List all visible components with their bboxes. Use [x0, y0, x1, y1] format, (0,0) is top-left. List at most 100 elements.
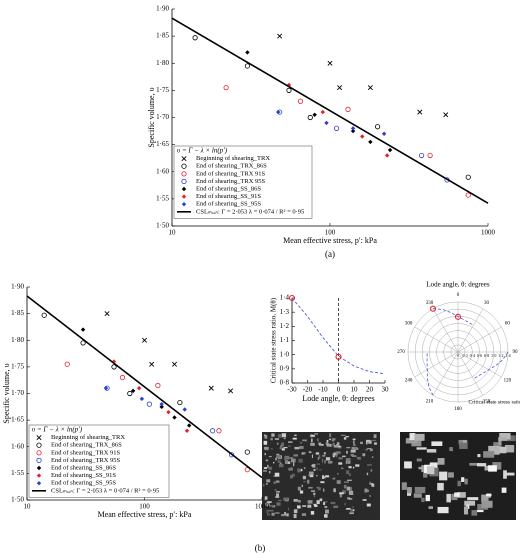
- grain: [268, 470, 271, 474]
- marker: [127, 390, 133, 397]
- grain: [274, 472, 280, 477]
- x-tick-label: 1000: [255, 503, 270, 511]
- grain: [504, 472, 515, 476]
- marker: [345, 106, 351, 112]
- y-tick-label: 1·80: [156, 59, 169, 67]
- marker: [171, 361, 178, 367]
- y-tick-label: 1·55: [156, 194, 169, 202]
- spoke: [457, 326, 502, 353]
- legend-label: End of shearing_TRX 95S: [196, 178, 266, 185]
- grain: [371, 439, 377, 442]
- y-axis-label: Specific volume, υ: [2, 363, 11, 423]
- grain: [308, 486, 313, 489]
- grain: [461, 477, 465, 482]
- grain: [311, 490, 316, 492]
- angle-label: 210: [426, 400, 434, 405]
- grain: [274, 438, 280, 440]
- y-tick-label: 1·50: [156, 222, 169, 230]
- grain: [291, 473, 295, 477]
- grain: [407, 487, 412, 494]
- marker: [155, 382, 161, 389]
- grain: [416, 447, 427, 450]
- grain: [368, 440, 372, 444]
- legend-label: Beginning of shearing_TRX: [51, 434, 125, 441]
- grain: [351, 455, 357, 457]
- grain: [299, 468, 303, 472]
- marker: [244, 63, 250, 69]
- marker: [36, 465, 42, 471]
- grain: [302, 439, 307, 442]
- y-tick-label: 0·9: [280, 364, 290, 372]
- grain: [488, 465, 497, 472]
- x-tick-label: 30: [382, 386, 390, 394]
- grain: [348, 487, 352, 490]
- polar-curve: [432, 308, 474, 326]
- grain: [365, 439, 371, 442]
- grain: [367, 464, 372, 466]
- grain: [451, 493, 458, 501]
- grain: [316, 474, 318, 477]
- csl-line: [171, 17, 489, 204]
- grain: [371, 483, 375, 487]
- grain: [275, 512, 280, 514]
- grain: [467, 497, 479, 501]
- grain: [352, 438, 356, 441]
- grain: [437, 482, 444, 491]
- marker: [333, 125, 340, 131]
- grain: [288, 457, 293, 459]
- x-tick-label: 20: [366, 386, 374, 394]
- panel-label: (a): [325, 249, 335, 259]
- grain: [344, 502, 346, 506]
- grain: [268, 466, 273, 470]
- grain: [337, 473, 339, 475]
- grain: [364, 489, 369, 492]
- marker: [159, 401, 164, 407]
- grain: [324, 509, 329, 514]
- legend-label: End of shearing_SS_86S: [196, 185, 261, 192]
- grain: [366, 472, 369, 476]
- grain: [290, 467, 293, 471]
- marker: [182, 407, 187, 412]
- grain: [277, 499, 282, 501]
- grain: [276, 493, 280, 498]
- grain: [365, 440, 368, 445]
- grain: [338, 445, 342, 449]
- legend-label: End of shearing_TRX 95S: [51, 457, 121, 464]
- grain: [355, 447, 359, 450]
- grain: [275, 480, 280, 483]
- y-tick-label: 1·55: [11, 469, 24, 477]
- grain: [308, 474, 311, 476]
- grain: [284, 512, 287, 516]
- marker: [149, 361, 155, 367]
- grain: [264, 435, 268, 439]
- legend-label: End of shearing_SS_91S: [51, 472, 116, 479]
- y-tick-label: 1·90: [11, 283, 24, 291]
- grain: [331, 440, 335, 442]
- grain: [274, 489, 277, 491]
- marker: [139, 396, 145, 402]
- grain: [303, 467, 306, 470]
- legend-box: [28, 424, 170, 498]
- grain: [499, 433, 511, 440]
- grain: [331, 438, 336, 441]
- marker: [36, 481, 42, 486]
- y-tick-label: 1·3: [280, 308, 290, 316]
- marker: [374, 124, 381, 130]
- grain: [323, 502, 326, 505]
- legend-label: End of shearing_SS_95S: [196, 201, 261, 208]
- grain: [481, 500, 493, 508]
- legend-label: End of shearing_TRX_86S: [196, 163, 267, 170]
- y-tick-label: 1·85: [11, 309, 24, 317]
- spoke: [414, 351, 459, 378]
- grain: [277, 459, 281, 463]
- marker: [166, 409, 171, 415]
- grain: [265, 459, 269, 462]
- y-tick-label: 1·50: [11, 496, 24, 504]
- grain: [439, 471, 448, 481]
- grain: [477, 453, 481, 458]
- grain: [371, 456, 374, 458]
- grain: [263, 440, 268, 445]
- marker: [80, 340, 86, 346]
- grain: [316, 500, 320, 505]
- grain: [339, 493, 342, 498]
